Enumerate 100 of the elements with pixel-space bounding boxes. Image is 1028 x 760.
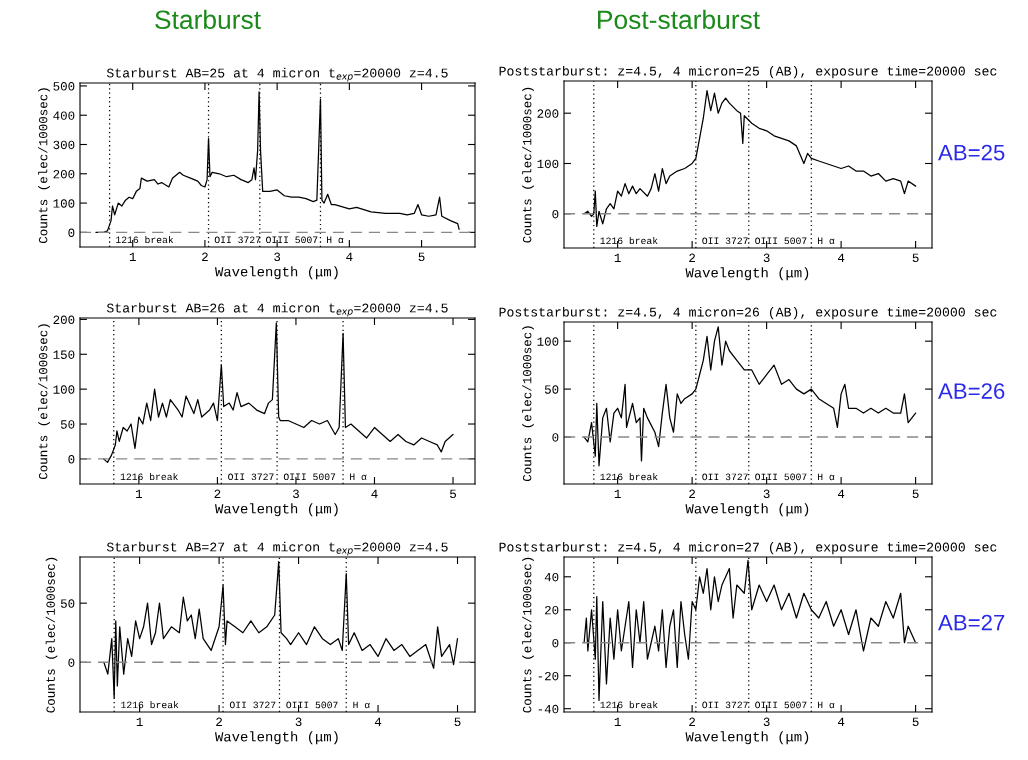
ref-line-label: OII 3727	[214, 236, 261, 244]
x-tick-label: 1	[136, 489, 143, 498]
y-tick-label: 400	[53, 111, 75, 120]
x-tick-label: 3	[763, 489, 770, 499]
x-tick-label: 4	[838, 717, 845, 726]
chart-title: Starburst AB=27 at 4 micron t$_{exp}$=20000 z=4.5	[106, 541, 448, 556]
x-tick-label: 4	[346, 252, 353, 261]
ref-line-label: OII 3727	[229, 701, 276, 709]
x-tick-label: 5	[450, 489, 456, 499]
ref-line-label: H α	[818, 701, 835, 709]
y-tick-label: 500	[53, 82, 75, 91]
x-tick-label: 5	[912, 489, 919, 499]
x-tick-label: 1	[614, 253, 621, 262]
y-tick-label: 0	[552, 433, 559, 442]
y-tick-label: 150	[53, 350, 75, 359]
y-tick-label: 50	[60, 420, 75, 429]
ref-line-label: OIII 5007	[755, 701, 807, 709]
x-tick-label: 1	[129, 252, 136, 261]
ref-line-label: H α	[350, 473, 367, 481]
y-tick-label: 0	[68, 228, 75, 238]
y-tick-label: 100	[53, 199, 75, 208]
text: AB=27	[938, 614, 1005, 631]
x-tick-label: 1	[136, 717, 143, 726]
y-axis-title: Counts (elec/1000sec)	[522, 557, 534, 713]
x-tick-label: 5	[418, 252, 425, 262]
y-tick-label: 100	[537, 159, 559, 169]
x-tick-label: 5	[912, 253, 919, 263]
chart-title: Poststarburst: z=4.5, 4 micron=26 (AB), exposure time=20000 sec	[499, 306, 997, 320]
ref-line-label: H α	[353, 701, 370, 709]
y-tick-label: 200	[53, 315, 75, 325]
ref-line-label: H α	[818, 473, 835, 481]
y-tick-label: 50	[60, 599, 75, 608]
y-axis-title: Counts (elec/1000sec)	[45, 557, 58, 713]
x-tick-label: 5	[912, 717, 919, 727]
x-tick-label: 3	[292, 489, 299, 499]
y-tick-label: 50	[544, 385, 559, 394]
y-tick-label: 0	[552, 209, 559, 219]
x-tick-label: 5	[454, 717, 461, 727]
x-tick-label: 3	[763, 253, 770, 263]
x-tick-label: 4	[838, 253, 845, 262]
y-tick-label: 0	[68, 658, 75, 667]
ref-line-label: H α	[327, 236, 344, 244]
ref-line-label: OIII 5007	[266, 236, 318, 244]
y-axis-title: Counts (elec/1000sec)	[38, 88, 50, 244]
ref-line-label: 1216 break	[116, 235, 174, 244]
ref-line-label: OII 3727	[228, 473, 274, 481]
chart-title: Starburst AB=26 at 4 micron t$_{exp}$=20000 z=4.5	[106, 302, 448, 317]
y-tick-label: 0	[552, 638, 559, 648]
x-axis-title: Wavelength (μm)	[685, 731, 809, 745]
chart-title: Poststarburst: z=4.5, 4 micron=27 (AB), exposure time=20000 sec	[499, 541, 997, 555]
ref-line-label: OII 3727	[702, 473, 748, 481]
x-tick-label: 4	[374, 717, 382, 726]
x-tick-label: 2	[689, 489, 695, 498]
x-tick-label: 2	[689, 717, 695, 726]
y-tick-label: -20	[538, 671, 559, 681]
ref-line-label: OII 3727	[702, 237, 748, 245]
x-tick-label: 1	[614, 717, 621, 726]
ref-line-label: OIII 5007	[286, 701, 338, 709]
text: Starburst	[155, 9, 261, 30]
x-tick-label: 3	[295, 717, 302, 727]
y-tick-label: 300	[53, 140, 75, 150]
x-axis-title: Wavelength (μm)	[214, 731, 338, 745]
y-tick-label: 20	[545, 605, 559, 615]
y-tick-label: 0	[68, 455, 75, 464]
y-axis-title: Counts (elec/1000sec)	[38, 324, 50, 480]
y-axis-title: Counts (elec/1000sec)	[522, 87, 534, 243]
x-tick-label: 4	[838, 489, 845, 498]
y-tick-label: 100	[53, 385, 75, 394]
x-tick-label: 2	[214, 489, 221, 498]
ref-line-label: OIII 5007	[755, 473, 807, 481]
ref-line-label: 1216 break	[600, 701, 658, 709]
y-tick-label: 100	[537, 337, 559, 346]
y-tick-label: 200	[53, 169, 75, 179]
ref-line-label: 1216 break	[120, 472, 178, 481]
text: Post-starburst	[598, 9, 760, 30]
chart-title: Poststarburst: z=4.5, 4 micron=25 (AB), exposure time=20000 sec	[499, 65, 997, 79]
text: AB=25	[938, 144, 1005, 161]
ref-line-label: H α	[818, 237, 835, 245]
x-tick-label: 2	[689, 253, 695, 262]
x-axis-title: Wavelength (μm)	[214, 503, 338, 517]
chart-title: Starburst AB=25 at 4 micron t$_{exp}$=20000 z=4.5	[106, 67, 448, 82]
y-tick-label: -40	[538, 704, 559, 714]
x-axis-title: Wavelength (μm)	[685, 267, 809, 281]
ref-line-label: 1216 break	[600, 472, 658, 481]
ref-line-label: OIII 5007	[283, 473, 336, 481]
text: AB=26	[938, 383, 1005, 399]
x-tick-label: 2	[202, 252, 208, 261]
y-tick-label: 200	[537, 109, 559, 118]
x-tick-label: 4	[371, 489, 378, 498]
ref-line-label: 1216 break	[600, 236, 658, 245]
ref-line-label: OII 3727	[702, 701, 748, 709]
ref-line-label: OIII 5007	[755, 237, 807, 245]
x-tick-label: 1	[614, 489, 621, 498]
x-tick-label: 2	[216, 717, 222, 726]
x-axis-title: Wavelength (μm)	[685, 503, 809, 517]
y-axis-title: Counts (elec/1000sec)	[522, 326, 534, 482]
x-axis-title: Wavelength (μm)	[214, 266, 338, 280]
x-tick-label: 3	[763, 717, 770, 727]
y-tick-label: 40	[544, 572, 559, 582]
x-tick-label: 3	[274, 252, 281, 262]
